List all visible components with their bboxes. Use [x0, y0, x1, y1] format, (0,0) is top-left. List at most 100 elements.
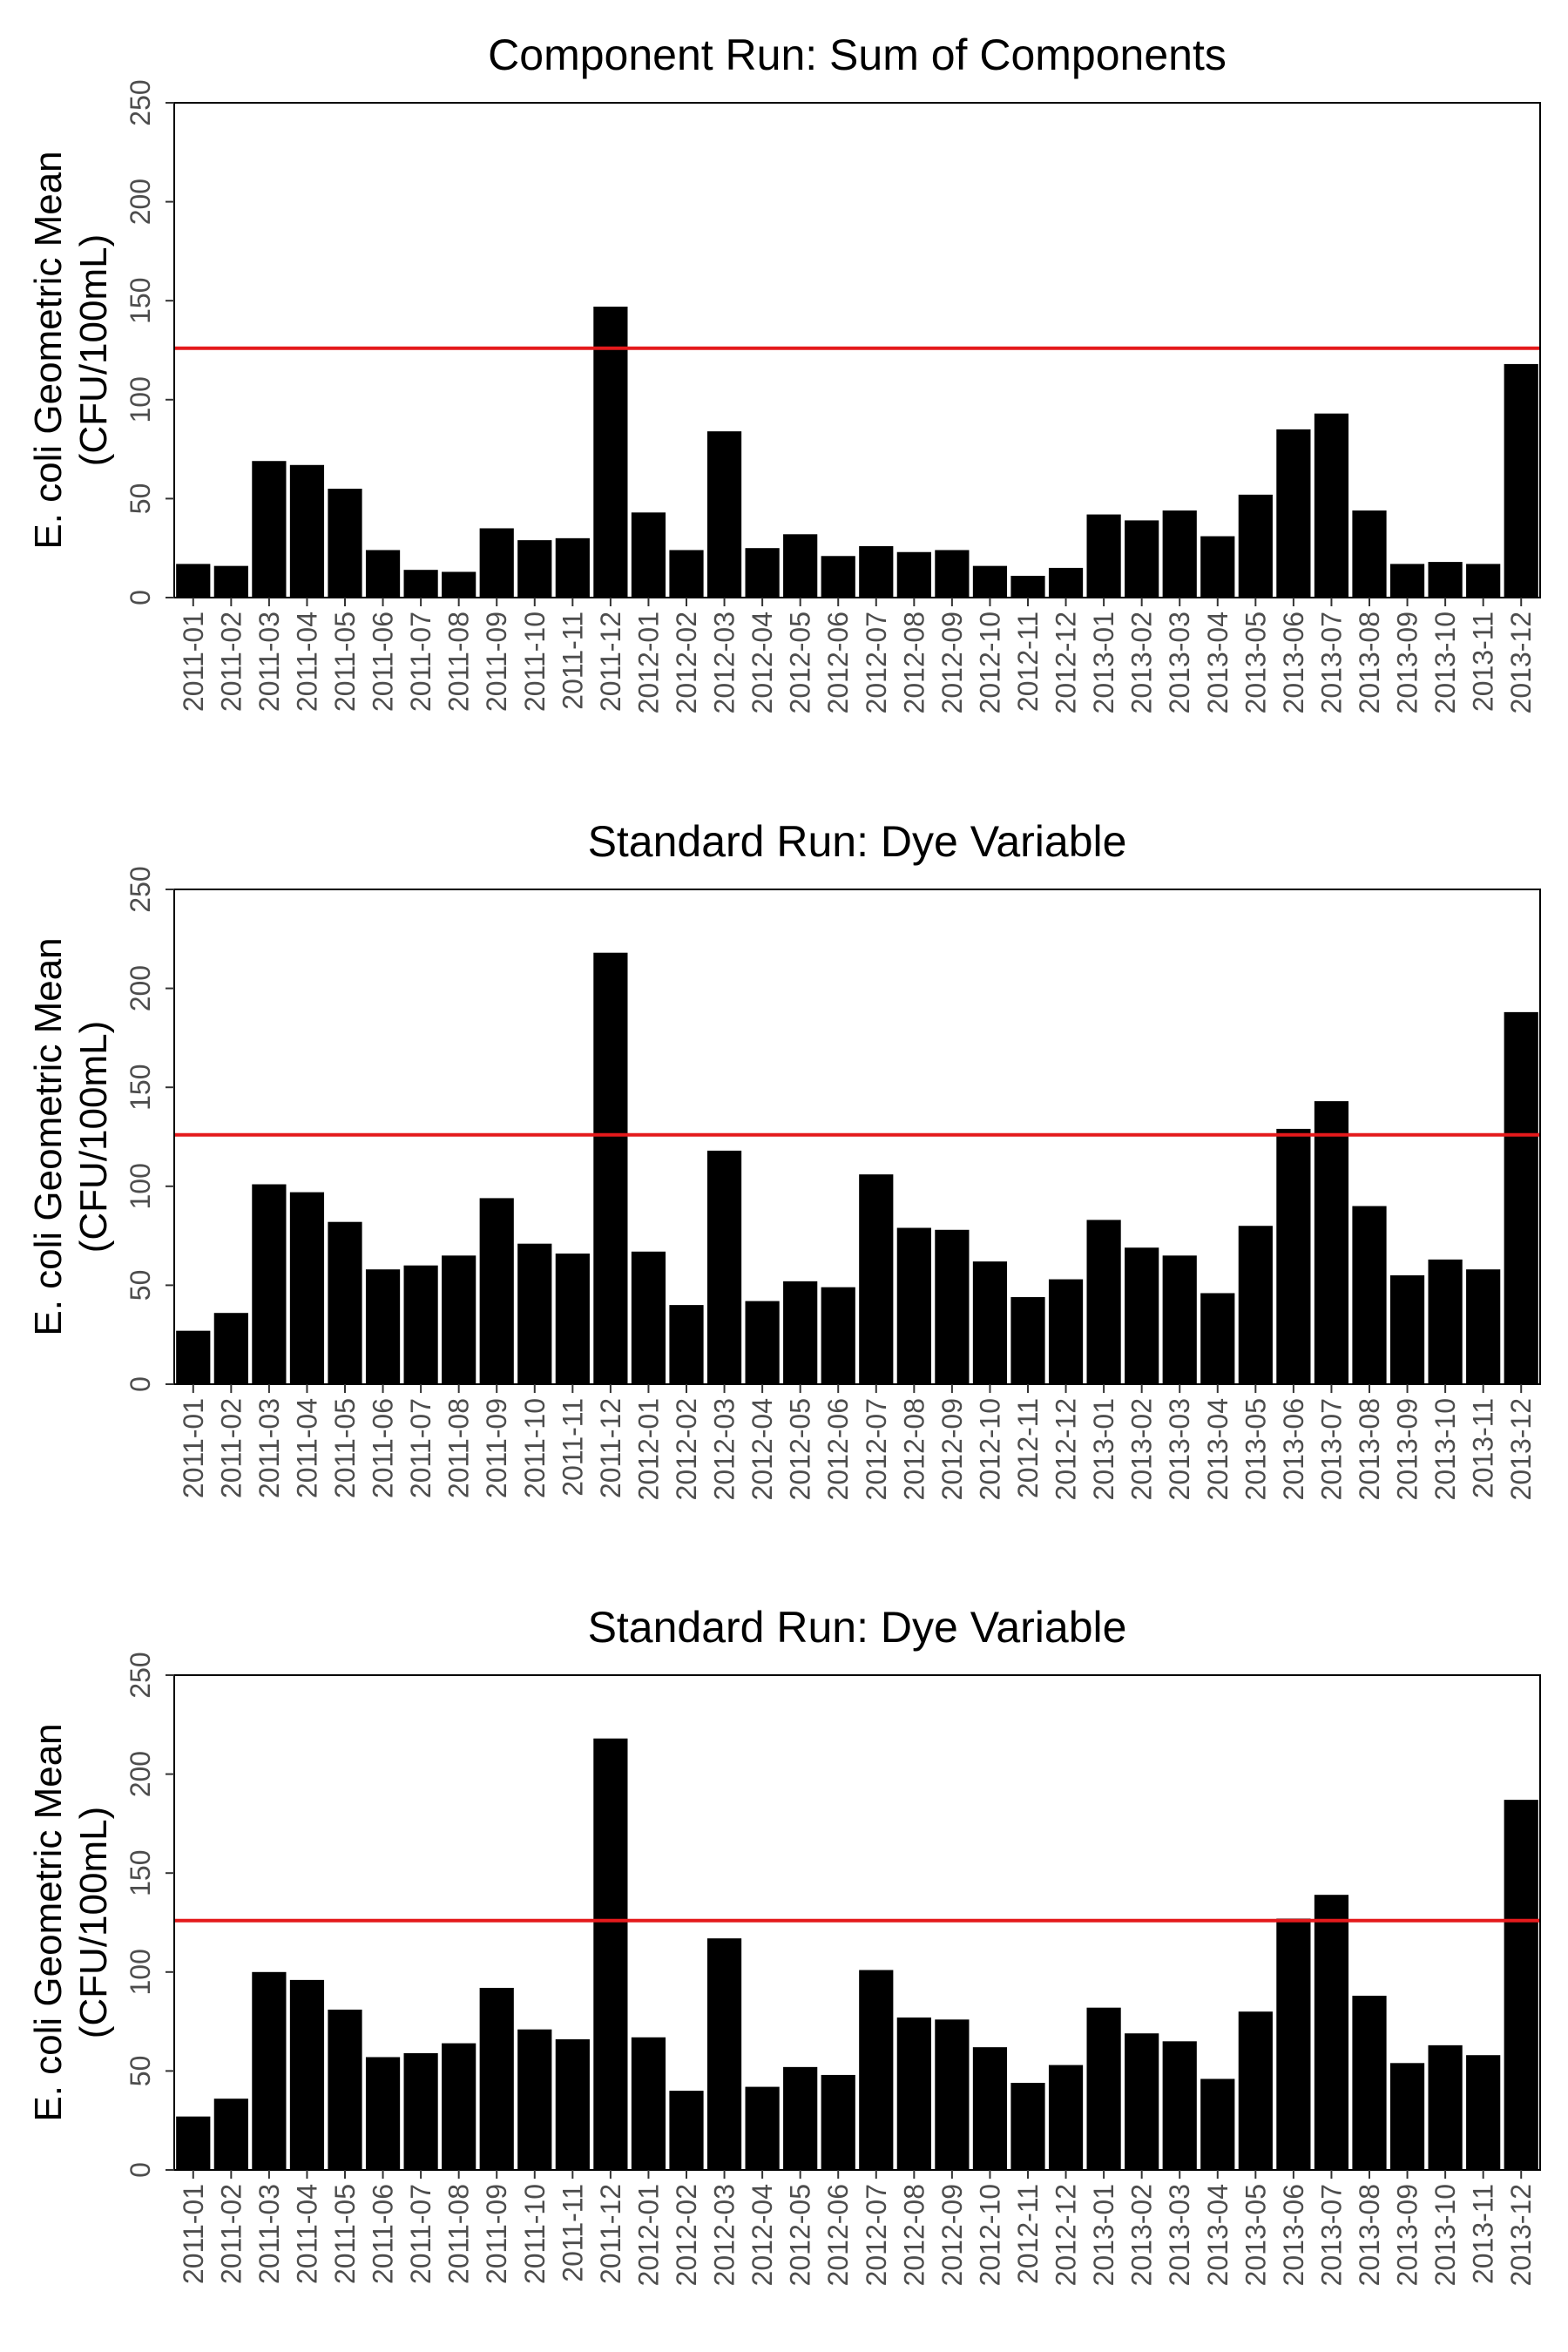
y-axis-label: (CFU/100mL): [72, 1807, 115, 2039]
bar: [1086, 514, 1121, 598]
bar: [328, 2009, 362, 2170]
y-tick-label: 100: [125, 1949, 156, 1995]
y-tick-label: 0: [125, 1376, 156, 1392]
x-tick-label: 2011-11: [557, 1398, 588, 1497]
x-tick-label: 2011-12: [595, 1398, 626, 1498]
bar: [669, 1305, 704, 1384]
bar: [706, 1938, 742, 2170]
bar: [1504, 1800, 1538, 2170]
bar: [1125, 520, 1159, 598]
bar: [365, 2057, 401, 2170]
x-tick-label: 2011-03: [253, 612, 285, 712]
x-tick-label: 2012-03: [709, 1398, 740, 1500]
bar: [1010, 2083, 1045, 2170]
bar: [442, 2043, 476, 2170]
x-tick-label: 2013-08: [1354, 1398, 1385, 1500]
bar: [1048, 1279, 1084, 1384]
chart-panel-2: Standard Run: Dye Variable E. coli Geomet…: [27, 817, 1541, 1500]
x-tick-label: 2012-12: [1051, 612, 1082, 713]
x-tick-label: 2013-01: [1088, 2184, 1119, 2286]
x-tick-label: 2011-03: [253, 1398, 285, 1498]
x-tick-label: 2013-09: [1392, 612, 1423, 713]
bar: [1238, 1226, 1273, 1384]
bar: [1352, 510, 1387, 598]
bar: [1200, 536, 1235, 598]
bar: [972, 2047, 1008, 2170]
plot-frame: [173, 102, 1541, 598]
bar: [176, 564, 211, 598]
x-tick-label: 2011-10: [519, 1398, 551, 1498]
bar: [1010, 1297, 1045, 1384]
x-tick-label: 2011-06: [368, 1398, 399, 1498]
x-tick-label: 2011-05: [329, 1398, 361, 1498]
x-tick-label: 2011-12: [595, 612, 626, 712]
x-tick-label: 2012-10: [974, 1398, 1005, 1500]
x-tick-label: 2013-12: [1505, 612, 1537, 713]
bar: [859, 545, 894, 598]
x-tick-label: 2013-09: [1392, 2184, 1423, 2286]
bar: [289, 1979, 325, 2170]
x-tick-label: 2012-11: [1012, 2184, 1044, 2284]
x-tick-label: 2013-09: [1392, 1398, 1423, 1500]
bar: [1504, 363, 1538, 598]
bar: [935, 2019, 970, 2170]
bar: [403, 1265, 438, 1384]
x-tick-label: 2013-04: [1202, 2184, 1233, 2286]
x-tick-label: 2012-09: [936, 612, 968, 713]
bar: [1466, 1269, 1501, 1384]
x-tick-label: 2012-09: [936, 2184, 968, 2286]
bar: [1428, 2044, 1463, 2170]
bar: [896, 1227, 931, 1384]
x-tick-label: 2011-09: [481, 612, 512, 712]
y-tick-label: 0: [125, 590, 156, 605]
bar: [783, 2066, 818, 2170]
bar: [442, 1255, 476, 1384]
x-tick-label: 2012-12: [1051, 2184, 1082, 2286]
x-tick-label: 2011-07: [405, 2184, 436, 2284]
x-tick-label: 2013-10: [1429, 2184, 1461, 2286]
y-tick-label: 150: [125, 1850, 156, 1896]
x-tick-label: 2012-02: [671, 2184, 702, 2286]
bar: [745, 1301, 780, 1384]
bar: [1125, 2033, 1159, 2170]
bar: [176, 1330, 211, 1384]
x-tick-label: 2012-10: [974, 612, 1005, 713]
x-tick-label: 2013-08: [1354, 2184, 1385, 2286]
x-tick-label: 2011-02: [215, 1398, 247, 1498]
bar: [745, 2086, 780, 2170]
bar: [213, 565, 248, 598]
bar: [1125, 1247, 1159, 1384]
bar: [821, 556, 855, 598]
bar: [783, 1281, 818, 1384]
bar: [555, 1254, 590, 1384]
y-tick-label: 50: [125, 2056, 156, 2087]
bar: [442, 571, 476, 598]
x-tick-label: 2011-04: [291, 2184, 322, 2284]
chart-title: Standard Run: Dye Variable: [588, 817, 1127, 866]
bar: [1238, 2011, 1273, 2170]
bar: [252, 461, 287, 598]
bar: [821, 2074, 855, 2170]
bar: [859, 1970, 894, 2170]
bar: [1276, 429, 1311, 598]
x-tick-label: 2012-07: [861, 2184, 892, 2286]
bar: [1352, 1206, 1387, 1384]
bar: [821, 1287, 855, 1384]
x-tick-label: 2013-04: [1202, 1398, 1233, 1500]
x-tick-label: 2012-02: [671, 1398, 702, 1500]
x-tick-label: 2011-05: [329, 612, 361, 712]
chart-panel-3: Standard Run: Dye Variable E. coli Geomet…: [27, 1603, 1541, 2286]
bar: [555, 537, 590, 598]
chart-title: Standard Run: Dye Variable: [588, 1603, 1127, 1652]
y-tick-label: 250: [125, 866, 156, 912]
x-tick-label: 2011-01: [178, 612, 209, 712]
x-tick-label: 2011-01: [178, 1398, 209, 1498]
bar: [593, 1738, 628, 2170]
y-axis-label: E. coli Geometric Mean: [27, 151, 70, 549]
x-tick-label: 2011-11: [557, 2184, 588, 2282]
x-tick-label: 2012-08: [898, 2184, 929, 2286]
y-tick-label: 200: [125, 1751, 156, 1797]
bar: [289, 464, 325, 598]
x-tick-label: 2012-03: [709, 2184, 740, 2286]
x-tick-label: 2011-08: [443, 612, 475, 712]
